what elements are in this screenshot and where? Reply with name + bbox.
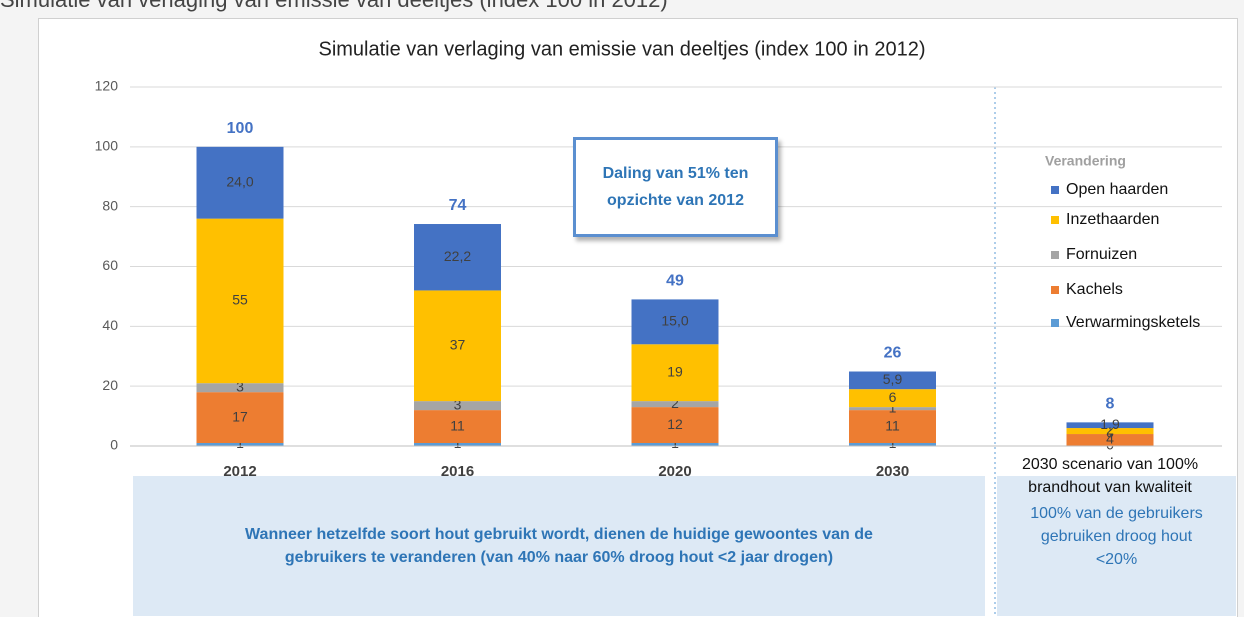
data-label: 1: [889, 435, 897, 451]
data-label: 3: [236, 378, 244, 394]
bar-segment: [849, 389, 936, 408]
data-label: 4: [1106, 431, 1114, 447]
bar-segment: [631, 299, 719, 345]
x-tick-label: 2016: [441, 463, 474, 480]
data-label: 6: [889, 389, 897, 405]
bar-segment: [414, 290, 501, 402]
legend-swatch: [1051, 186, 1059, 194]
bar-segment: [849, 371, 936, 390]
data-label: 24,0: [226, 173, 253, 189]
data-label: 1: [889, 399, 897, 415]
total-label: 74: [449, 197, 467, 214]
bar-segment: [1066, 434, 1154, 446]
data-label: 17: [232, 408, 248, 424]
bar-segment: [631, 344, 719, 402]
data-label: 2: [671, 395, 679, 411]
legend-swatch: [1051, 286, 1059, 294]
page-header: Simulatie van verlaging van emissie van …: [0, 0, 668, 13]
data-label: 37: [450, 336, 466, 352]
annotation-panel: Wanneer hetzelfde soort hout gebruikt wo…: [133, 476, 985, 616]
legend-label: Fornuizen: [1066, 246, 1137, 263]
bar-segment: [196, 146, 284, 219]
legend-title: Verandering: [1045, 153, 1126, 169]
bar-segment: [1066, 422, 1154, 429]
data-label: 2: [1106, 422, 1114, 438]
bar-segment: [631, 407, 719, 444]
chart-title: Simulatie van verlaging van emissie van …: [318, 38, 925, 60]
legend-swatch: [1051, 216, 1059, 224]
total-label: 26: [884, 345, 902, 362]
data-label: 11: [450, 417, 465, 433]
bar-segment: [414, 401, 501, 411]
data-label: 12: [667, 416, 683, 432]
x-tick-label: 2030: [876, 463, 909, 480]
legend-swatch: [1051, 319, 1059, 327]
bar-segment: [849, 410, 936, 444]
data-label: 5,9: [883, 371, 903, 387]
legend-label: Verwarmingsketels: [1066, 314, 1200, 331]
legend-swatch: [1051, 251, 1059, 259]
bar-segment: [1066, 428, 1154, 435]
y-tick-label: 100: [95, 138, 119, 154]
bar-segment: [849, 443, 936, 446]
legend-label: Open haarden: [1066, 181, 1168, 198]
y-tick-label: 0: [110, 437, 118, 453]
total-label: 49: [666, 273, 684, 290]
legend-label: Kachels: [1066, 281, 1123, 298]
bar-segment: [196, 383, 284, 393]
bar-segment: [631, 443, 719, 446]
bar-segment: [414, 224, 501, 291]
y-tick-label: 60: [102, 257, 118, 273]
y-tick-label: 20: [102, 377, 118, 393]
y-tick-label: 120: [95, 78, 119, 94]
data-label: 1: [236, 435, 244, 451]
data-label: 19: [667, 363, 683, 379]
bar-segment: [631, 401, 719, 408]
bar-segment: [196, 392, 284, 444]
x-tick-label: 2012: [223, 463, 256, 480]
total-label: 8: [1106, 396, 1115, 413]
bar-segment: [196, 443, 284, 446]
data-label: 1,9: [1100, 416, 1120, 432]
data-label: 15,0: [661, 313, 688, 329]
total-label: 100: [227, 120, 254, 137]
bar-segment: [849, 407, 936, 411]
y-tick-label: 80: [102, 197, 118, 213]
data-label: 11: [885, 417, 900, 433]
x-tick-label: 2020: [658, 463, 691, 480]
legend-label: Inzethaarden: [1066, 211, 1159, 228]
data-label: 22,2: [444, 248, 471, 264]
data-label: 1: [671, 435, 679, 451]
data-label: 3: [454, 396, 462, 412]
annotation-panel: 100% van de gebruikers gebruiken droog h…: [997, 476, 1236, 616]
bar-segment: [196, 218, 284, 384]
bar-segment: [414, 443, 501, 446]
callout: Daling van 51% ten opzichte van 2012: [573, 137, 778, 237]
bar-segment: [414, 410, 501, 444]
data-label: 1: [454, 435, 462, 451]
x-tick-label: 2030 scenario van 100% brandhout van kwa…: [1021, 456, 1199, 496]
data-label: 55: [232, 292, 248, 308]
y-tick-label: 40: [102, 317, 118, 333]
